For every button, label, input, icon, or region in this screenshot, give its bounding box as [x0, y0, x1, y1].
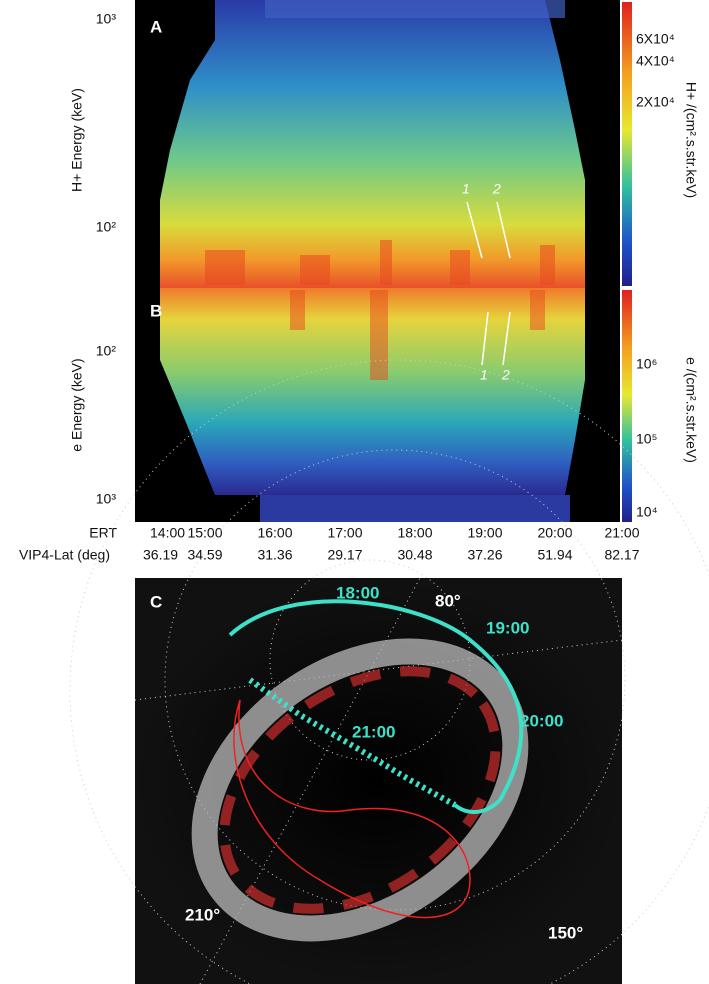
- aurora: [191, 638, 529, 942]
- annotation: 1: [462, 181, 470, 197]
- time-label: 20:00: [537, 525, 572, 541]
- mask: [160, 0, 215, 200]
- mask: [545, 0, 585, 180]
- panel-label: A: [150, 17, 162, 36]
- longitude-label: 150°: [548, 923, 583, 942]
- time-label: 19:00: [486, 618, 529, 637]
- footprint-track: [248, 677, 457, 808]
- colorbar: [622, 290, 632, 522]
- latitude-label: 31.36: [257, 547, 292, 563]
- time-label: 14:00: [150, 525, 185, 541]
- mask: [160, 360, 215, 495]
- y-tick-label: 10³: [96, 491, 117, 507]
- contour: [233, 699, 471, 919]
- colorbar-tick: 6X10⁴: [636, 31, 675, 47]
- annotation: 2: [492, 181, 501, 197]
- time-label: 16:00: [257, 525, 292, 541]
- panel-c: C 18:00 19:00 20:00 21:00 80° 210° 150°: [69, 359, 709, 984]
- panel-b: B 1 2 10² 10³ e Energy (keV) 10⁶ 10⁵ 10⁴…: [69, 288, 699, 522]
- latitude-label: 36.19: [143, 547, 178, 563]
- latitude-label: 82.17: [604, 547, 639, 563]
- streaks: [290, 290, 545, 380]
- footprint-track: [228, 599, 524, 814]
- longitude-label: 210°: [185, 905, 220, 924]
- colorbar-tick: 10⁴: [636, 504, 658, 520]
- latitude-label: 51.94: [537, 547, 572, 563]
- latitude-label: 29.17: [327, 547, 362, 563]
- time-label: 21:00: [352, 722, 395, 741]
- aurora-red: [219, 666, 501, 914]
- time-label: 18:00: [336, 583, 379, 602]
- latitude-label: 37.26: [467, 547, 502, 563]
- y-tick-label: 10²: [96, 219, 117, 235]
- time-label: 17:00: [327, 525, 362, 541]
- mask: [565, 380, 585, 495]
- y-tick-label: 10²: [96, 343, 117, 359]
- colorbar-tick: 10⁶: [636, 356, 657, 372]
- time-label: 19:00: [467, 525, 502, 541]
- annotation-line: [496, 201, 511, 259]
- colorbar-tick: 4X10⁴: [636, 53, 675, 69]
- annotation-line: [481, 311, 489, 366]
- y-axis-label: H+ Energy (keV): [69, 88, 85, 192]
- colorbar-label: H+ /(cm².s.str.keV): [683, 82, 699, 198]
- panel-a: A 1 2 10³ 10² H+ Energy (keV) 6X10⁴ 4X10…: [69, 0, 699, 288]
- axis-label: VIP4-Lat (deg): [19, 547, 110, 563]
- y-tick-label: 10³: [96, 11, 117, 27]
- colorbar: [622, 2, 632, 286]
- spectrogram: [160, 0, 585, 288]
- annotation-line: [502, 311, 511, 366]
- time-label: 15:00: [187, 525, 222, 541]
- annotation-line: [466, 201, 483, 259]
- annotation: 2: [501, 367, 510, 383]
- colorbar-tick: 2X10⁴: [636, 94, 675, 110]
- time-axis: ERT VIP4-Lat (deg) 14:00 15:00 16:00 17:00 1…: [19, 525, 640, 563]
- latitude-label: 34.59: [187, 547, 222, 563]
- time-label: 20:00: [520, 711, 563, 730]
- y-axis-label: e Energy (keV): [69, 358, 85, 451]
- longitude-label: 80°: [435, 591, 461, 610]
- axis-label: ERT: [89, 525, 117, 541]
- colorbar-label: e /(cm².s.str.keV): [683, 357, 699, 463]
- panel-label: C: [150, 592, 162, 611]
- colorbar-tick: 10⁵: [636, 431, 657, 447]
- annotation: 1: [480, 367, 488, 383]
- panel-label: B: [150, 301, 162, 320]
- time-label: 18:00: [397, 525, 432, 541]
- streaks: [205, 240, 555, 285]
- latitude-label: 30.48: [397, 547, 432, 563]
- band: [260, 495, 570, 522]
- time-label: 21:00: [604, 525, 639, 541]
- band: [265, 0, 565, 18]
